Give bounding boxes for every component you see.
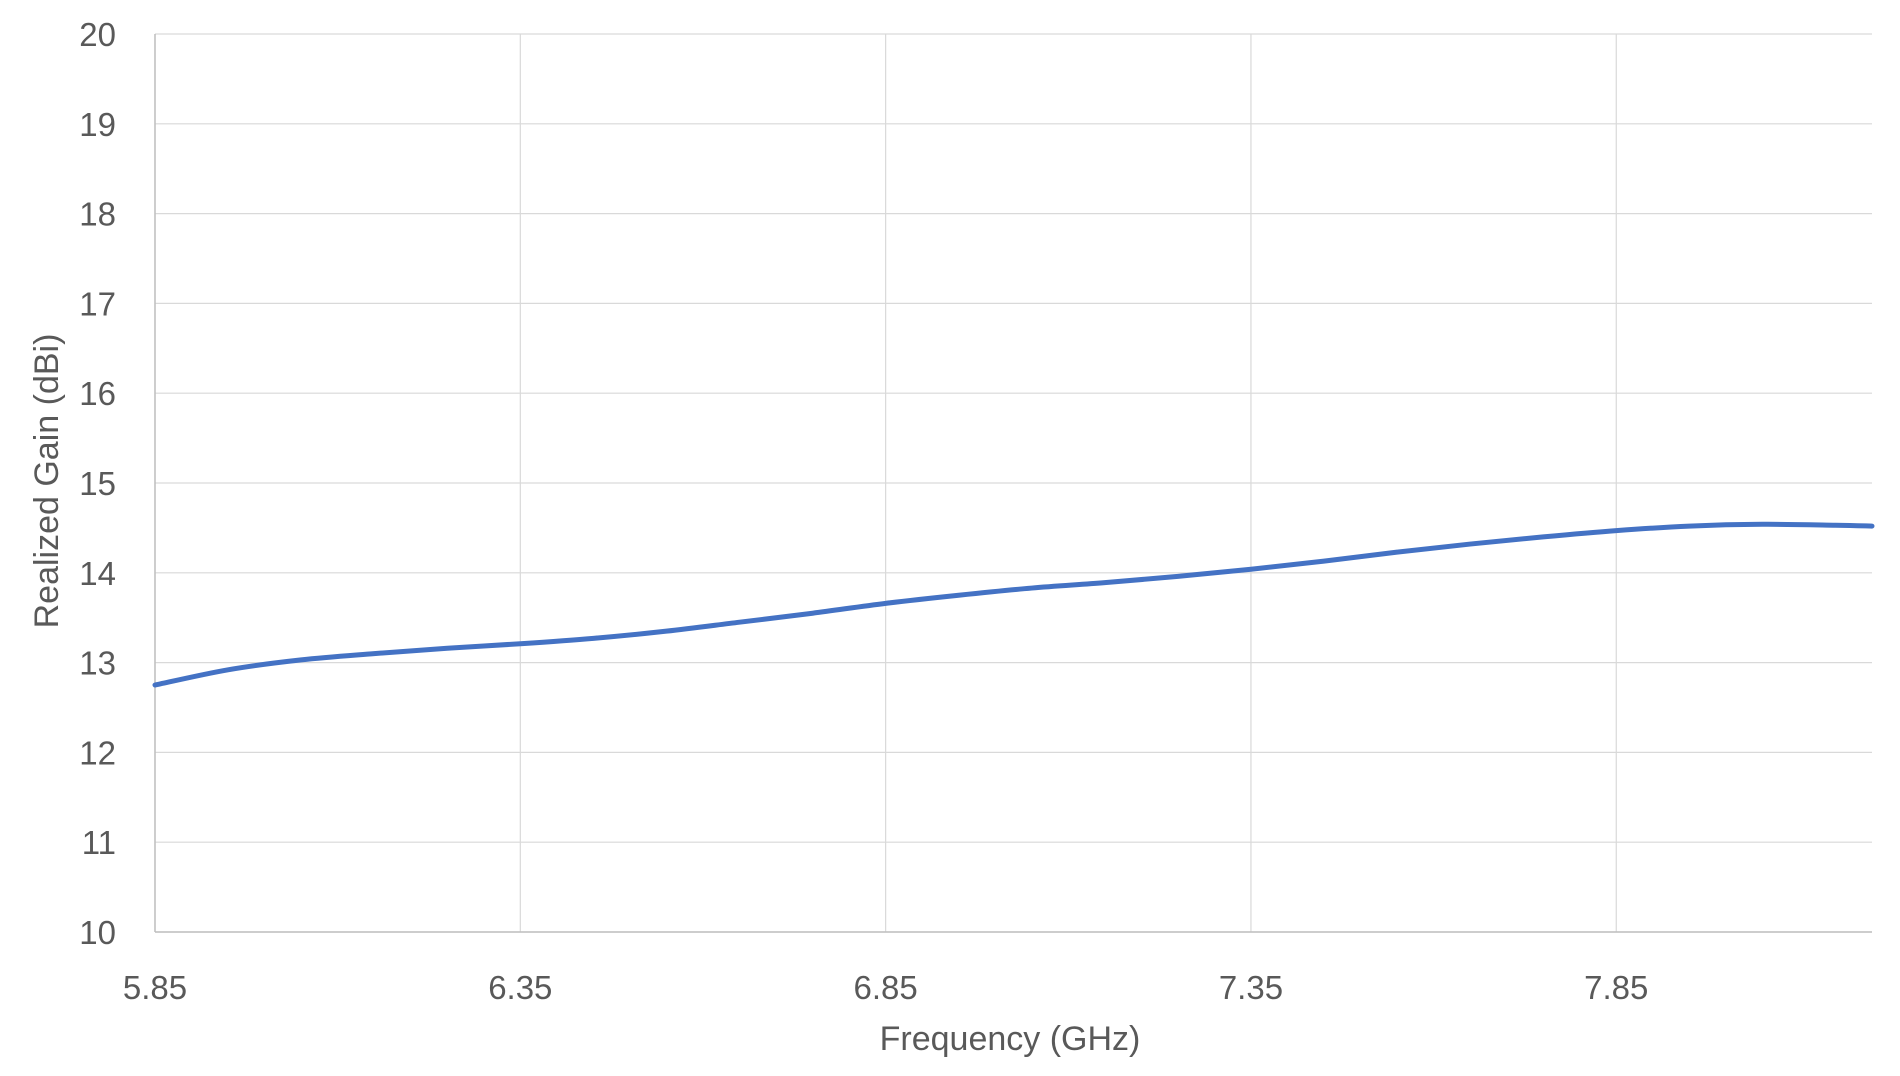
y-tick-label: 15 (79, 465, 116, 502)
x-tick-label: 5.85 (123, 969, 187, 1006)
y-tick-label: 12 (79, 734, 116, 771)
x-tick-label: 6.35 (488, 969, 552, 1006)
axes (154, 34, 1872, 933)
y-axis-title: Realized Gain (dBi) (28, 334, 66, 629)
x-tick-label: 7.35 (1219, 969, 1283, 1006)
y-tick-label: 11 (82, 824, 116, 861)
y-tick-label: 13 (79, 645, 116, 682)
grid-lines (154, 33, 1872, 933)
series-line-0 (152, 521, 1875, 688)
x-axis-title: Frequency (GHz) (880, 1020, 1141, 1058)
series-lines (152, 521, 1875, 688)
y-tick-label: 19 (79, 106, 116, 143)
y-tick-label: 18 (79, 196, 116, 233)
y-tick-label: 17 (79, 285, 116, 322)
y-tick-label: 16 (79, 375, 116, 412)
x-tick-label: 6.85 (854, 969, 918, 1006)
y-tick-label: 20 (79, 16, 116, 53)
y-tick-label: 10 (79, 914, 116, 951)
tick-labels: 10 11 12 13 14 15 16 17 18 19 20 5.85 6.35 6.85 7.35 7.… (79, 16, 1648, 1006)
x-tick-label: 7.85 (1584, 969, 1648, 1006)
y-tick-label: 14 (79, 555, 116, 592)
